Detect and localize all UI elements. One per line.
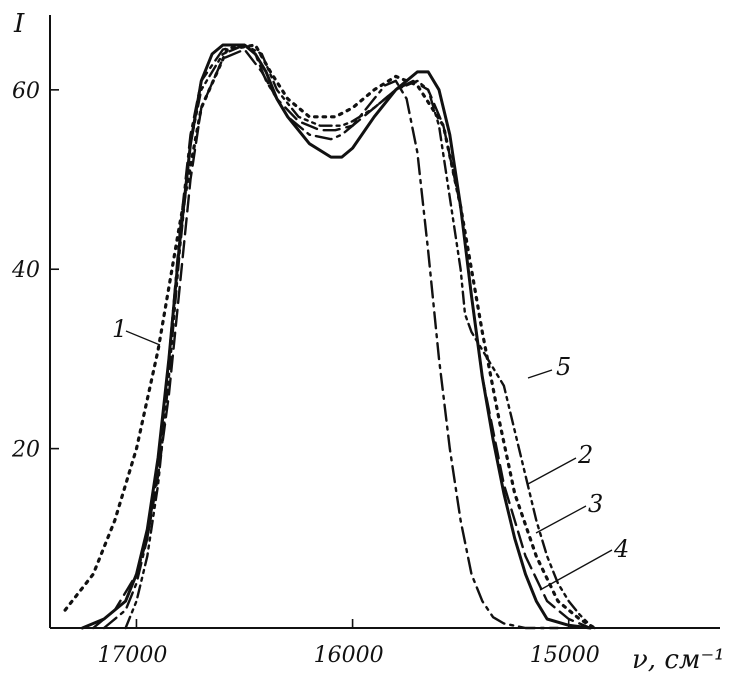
tick-labels: 17000 16000 15000 20 40 60 — [11, 79, 600, 668]
x-tick-label: 15000 — [530, 643, 600, 668]
curve-4 — [102, 43, 560, 630]
x-tick-label: 17000 — [97, 643, 167, 668]
curve-1 — [63, 43, 597, 630]
axes — [49, 15, 720, 629]
curve-4-leader — [539, 549, 613, 591]
curve-4-label: 4 — [613, 535, 629, 563]
curve-2 — [91, 48, 592, 630]
curve-5-leader — [527, 369, 553, 379]
curve-2-leader — [527, 457, 577, 485]
tick-marks — [50, 89, 570, 628]
y-tick-label: 40 — [11, 258, 40, 283]
curve-2-label: 2 — [577, 441, 593, 469]
curve-1-leader — [125, 330, 161, 346]
series-curves — [63, 43, 597, 630]
y-tick-label: 20 — [11, 438, 40, 463]
y-tick-label: 60 — [12, 79, 40, 104]
curve-1-label: 1 — [112, 315, 127, 343]
curve-3-leader — [535, 505, 587, 534]
curve-3 — [80, 43, 592, 630]
x-tick-label: 16000 — [314, 643, 384, 668]
curve-5-label: 5 — [556, 353, 571, 381]
curve-3-label: 3 — [588, 490, 603, 518]
y-axis-label: I — [13, 9, 25, 39]
curve-labels: 1 2 34 5 — [112, 315, 629, 591]
curve-5 — [124, 43, 596, 630]
x-axis-label: ν, см⁻¹ — [632, 645, 725, 675]
